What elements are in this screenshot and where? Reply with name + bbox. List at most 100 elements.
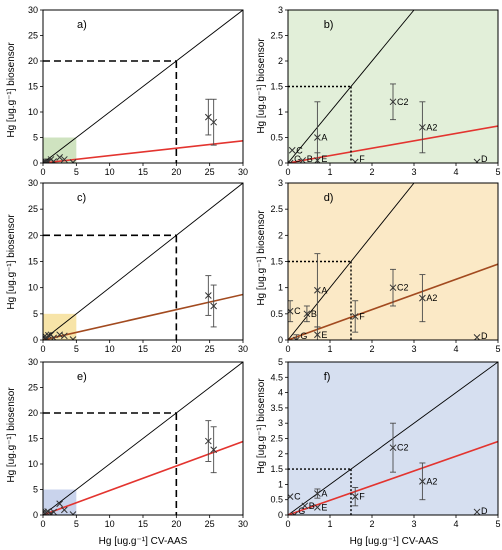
data-point <box>473 508 481 515</box>
y-tick-label: 25 <box>28 383 38 393</box>
data-point <box>60 156 68 163</box>
y-tick-label: 25 <box>28 204 38 214</box>
y-tick-label: 20 <box>28 56 38 66</box>
x-tick-label: 5 <box>74 344 79 354</box>
y-tick-label: 0 <box>33 158 38 168</box>
y-tick-label: 3.5 <box>270 403 283 413</box>
data-point <box>314 490 321 497</box>
y-tick-label: 1 <box>278 479 283 489</box>
point-label: C <box>294 492 301 502</box>
data-point <box>44 508 52 515</box>
y-tick-label: 10 <box>28 107 38 117</box>
x-tick-label: 0 <box>285 519 290 529</box>
y-tick-label: 5 <box>33 133 38 143</box>
y-tick-label: 2.5 <box>270 434 283 444</box>
point-label: C2 <box>397 97 409 107</box>
x-tick-label: 1 <box>327 344 332 354</box>
y-tick-label: 4 <box>278 388 283 398</box>
x-tick-label: 5 <box>495 519 500 529</box>
y-tick-label: 0 <box>278 158 283 168</box>
data-point <box>69 511 77 515</box>
point-label: G <box>294 154 301 164</box>
y-tick-label: 2.5 <box>270 204 283 214</box>
data-point <box>288 146 296 154</box>
y-tick-label: 0 <box>33 510 38 520</box>
y-tick-label: 5 <box>33 485 38 495</box>
x-tick-label: 5 <box>495 167 500 177</box>
chart-panel: C G B A E F C2 A2 D 0 0.5 1 1.5 2 2.5 3 0 1 2 3 4 5 d) <box>270 178 500 354</box>
x-tick-label: 3 <box>411 519 416 529</box>
x-tick-label: 0 <box>285 167 290 177</box>
data-point <box>419 477 426 485</box>
y-tick-label: 0.5 <box>270 133 283 143</box>
y-tick-label: 20 <box>28 230 38 240</box>
y-tick-label: 2 <box>278 230 283 240</box>
panel-label: c) <box>77 192 86 204</box>
x-axis-title-left: Hg [ug.g⁻¹] CV-AAS <box>99 536 188 547</box>
data-point <box>69 159 77 163</box>
plot-content <box>288 10 498 163</box>
x-tick-label: 4 <box>453 519 458 529</box>
point-label: B <box>311 309 317 319</box>
point-label: A <box>321 489 327 499</box>
data-point <box>204 292 212 299</box>
x-tick-label: 4 <box>453 167 458 177</box>
data-point <box>389 284 397 292</box>
x-tick-label: 30 <box>238 344 248 354</box>
point-label: C <box>296 145 303 155</box>
x-tick-label: 20 <box>171 167 181 177</box>
chart-panel: 0 5 10 15 20 25 30 0 5 10 15 20 25 30 c) <box>28 178 248 354</box>
x-tick-label: 2 <box>369 344 374 354</box>
data-point <box>60 332 68 340</box>
x-tick-label: 25 <box>205 167 215 177</box>
y-tick-label: 3 <box>278 178 283 188</box>
y-tick-label: 2.5 <box>270 31 283 41</box>
y-tick-label: 5 <box>33 309 38 319</box>
y-tick-label: 30 <box>28 5 38 15</box>
x-tick-label: 20 <box>171 344 181 354</box>
regression-line <box>43 140 243 163</box>
data-point <box>314 286 321 294</box>
panel-label: f) <box>324 371 331 383</box>
y-tick-label: 0 <box>278 510 283 520</box>
data-point <box>314 503 321 511</box>
point-label: E <box>321 154 327 164</box>
data-point <box>56 154 64 161</box>
data-point <box>204 437 212 445</box>
x-tick-label: 15 <box>138 344 148 354</box>
y-tick-label: 1 <box>278 283 283 293</box>
y-tick-label: 1.5 <box>270 257 283 267</box>
x-tick-label: 2 <box>369 167 374 177</box>
y-tick-label: 10 <box>28 283 38 293</box>
point-label: B <box>307 154 313 164</box>
identity-line <box>288 10 415 163</box>
point-label: A2 <box>426 293 437 303</box>
y-axis-title-right: Hg [ug.g⁻¹] biosensor <box>256 378 267 474</box>
data-point <box>314 157 321 163</box>
y-tick-label: 1 <box>278 107 283 117</box>
data-point <box>210 302 218 310</box>
data-point <box>290 511 298 515</box>
plot-background <box>288 183 498 340</box>
point-label: G <box>298 506 305 516</box>
point-label: E <box>321 330 327 340</box>
data-point <box>210 118 218 126</box>
x-tick-label: 0 <box>40 167 45 177</box>
y-tick-label: 1.5 <box>270 82 283 92</box>
chart-panel: 0 5 10 15 20 25 30 0 5 10 15 20 25 30 e) <box>28 357 248 529</box>
identity-line <box>43 183 243 340</box>
point-label: B <box>309 501 315 511</box>
y-tick-label: 25 <box>28 31 38 41</box>
panel-label: b) <box>324 19 334 31</box>
data-point <box>301 502 309 510</box>
regression-line <box>288 125 498 163</box>
x-tick-label: 30 <box>238 167 248 177</box>
chart-panel: CG B A E F C2 A2 D 0 0.5 1 1.5 2 2.5 3 0 1 2 3 4 5 b) <box>270 5 500 177</box>
y-tick-label: 0 <box>33 335 38 345</box>
plot-content <box>288 183 498 340</box>
point-label: C2 <box>397 443 409 453</box>
x-tick-label: 2 <box>369 519 374 529</box>
data-point <box>303 310 311 318</box>
